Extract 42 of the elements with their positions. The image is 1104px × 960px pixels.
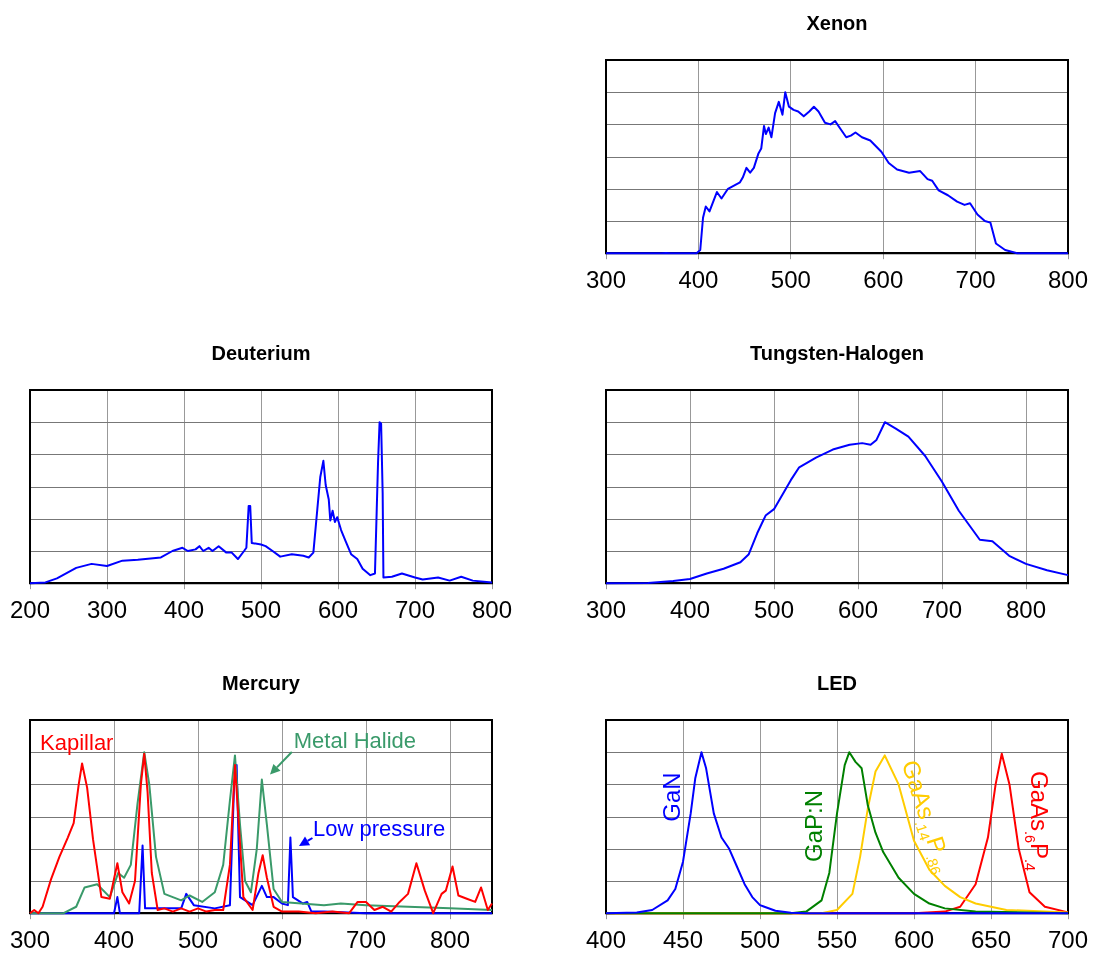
x-tick-label: 700 bbox=[394, 596, 436, 624]
x-tick-label: 300 bbox=[86, 596, 128, 624]
x-tick-label: 800 bbox=[471, 596, 513, 624]
chart-title: Xenon bbox=[806, 11, 868, 34]
text: GaN bbox=[658, 772, 686, 822]
x-tick-label: 400 bbox=[669, 596, 711, 624]
x-tick-label: 400 bbox=[678, 266, 719, 294]
series-label: Kapillar bbox=[40, 729, 114, 755]
chart-title: Tungsten-Halogen bbox=[749, 341, 925, 364]
x-tick-label: 300 bbox=[585, 596, 627, 624]
x-tick-label: 450 bbox=[662, 926, 704, 954]
chart-title: Mercury bbox=[222, 671, 301, 694]
x-tick-label: 500 bbox=[770, 266, 811, 294]
x-tick-label: 700 bbox=[345, 926, 387, 954]
x-tick-label: 800 bbox=[429, 926, 471, 954]
x-tick-label: 600 bbox=[863, 266, 904, 294]
x-tick-label: 400 bbox=[585, 926, 627, 954]
x-tick-label: 500 bbox=[240, 596, 282, 624]
x-tick-label: 600 bbox=[317, 596, 359, 624]
x-tick-label: 400 bbox=[93, 926, 135, 954]
chart-title: Deuterium bbox=[211, 341, 311, 364]
legend-label: Low pressure bbox=[313, 816, 446, 842]
x-tick-label: 700 bbox=[921, 596, 963, 624]
x-tick-label: 800 bbox=[1047, 266, 1089, 294]
x-tick-label: 700 bbox=[1047, 926, 1089, 954]
x-tick-label: 200 bbox=[9, 596, 51, 624]
x-tick-label: 800 bbox=[1005, 596, 1047, 624]
x-tick-label: 550 bbox=[816, 926, 858, 954]
series-label: Metal Halide bbox=[293, 727, 417, 753]
x-tick-label: 500 bbox=[739, 926, 781, 954]
x-tick-label: 400 bbox=[163, 596, 205, 624]
x-tick-label: 300 bbox=[9, 926, 51, 954]
x-tick-label: 600 bbox=[261, 926, 303, 954]
x-tick-label: 300 bbox=[585, 266, 627, 294]
x-tick-label: 500 bbox=[177, 926, 219, 954]
x-tick-label: 600 bbox=[837, 596, 879, 624]
x-tick-label: 600 bbox=[893, 926, 935, 954]
x-tick-label: 500 bbox=[753, 596, 795, 624]
chart-title: LED bbox=[817, 671, 857, 694]
x-tick-label: 700 bbox=[955, 266, 996, 294]
text: GaP:N bbox=[799, 790, 827, 863]
x-tick-label: 650 bbox=[970, 926, 1012, 954]
